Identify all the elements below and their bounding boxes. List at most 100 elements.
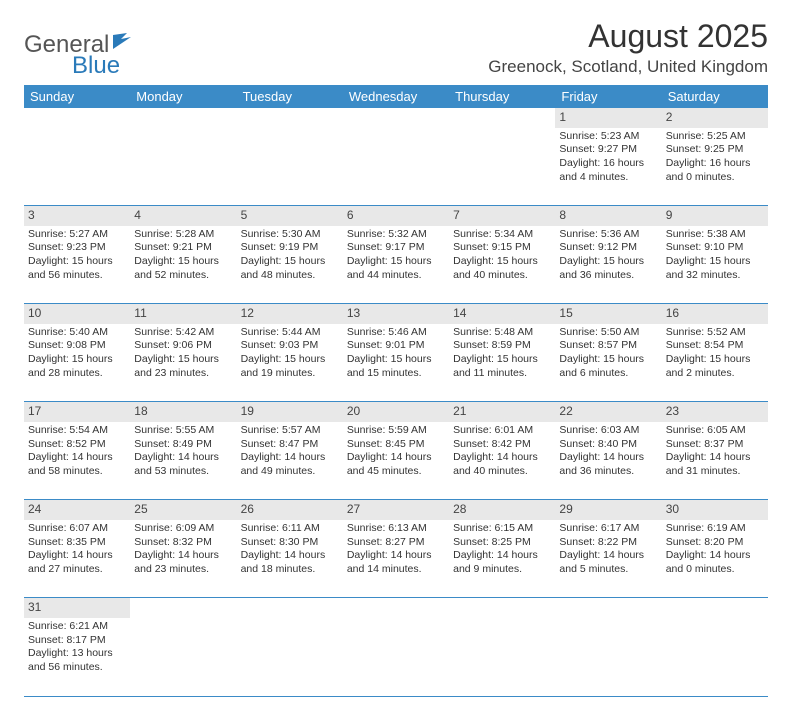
day-sunrise: Sunrise: 6:07 AM — [28, 522, 126, 536]
day-number: 8 — [555, 206, 661, 226]
day-sunset: Sunset: 9:10 PM — [666, 241, 764, 255]
day-cell: Sunrise: 5:46 AMSunset: 9:01 PMDaylight:… — [343, 324, 449, 402]
day-sunset: Sunset: 8:37 PM — [666, 438, 764, 452]
day-day2: and 44 minutes. — [347, 269, 445, 283]
day-day1: Daylight: 15 hours — [241, 255, 339, 269]
day-sunset: Sunset: 9:25 PM — [666, 143, 764, 157]
day-sunset: Sunset: 8:20 PM — [666, 536, 764, 550]
week-row: Sunrise: 5:54 AMSunset: 8:52 PMDaylight:… — [24, 422, 768, 500]
day-cell: Sunrise: 5:59 AMSunset: 8:45 PMDaylight:… — [343, 422, 449, 500]
day-day1: Daylight: 14 hours — [453, 451, 551, 465]
day-cell: Sunrise: 5:42 AMSunset: 9:06 PMDaylight:… — [130, 324, 236, 402]
day-sunset: Sunset: 9:19 PM — [241, 241, 339, 255]
weekday-header: Friday — [555, 85, 661, 108]
day-sunrise: Sunrise: 6:05 AM — [666, 424, 764, 438]
week-row: Sunrise: 5:40 AMSunset: 9:08 PM Daylight:… — [24, 324, 768, 402]
day-number: 13 — [343, 304, 449, 324]
day-number: 11 — [130, 304, 236, 324]
day-sunrise: Sunrise: 5:27 AM — [28, 228, 126, 242]
weekday-header: Monday — [130, 85, 236, 108]
day-day2: and 36 minutes. — [559, 269, 657, 283]
day-number — [24, 108, 130, 128]
day-cell — [343, 128, 449, 206]
day-cell: Sunrise: 6:01 AMSunset: 8:42 PMDaylight:… — [449, 422, 555, 500]
day-day2: and 15 minutes. — [347, 367, 445, 381]
day-number: 2 — [662, 108, 768, 128]
day-sunrise: Sunrise: 5:25 AM — [666, 130, 764, 144]
day-sunrise: Sunrise: 6:19 AM — [666, 522, 764, 536]
day-cell: Sunrise: 5:34 AMSunset: 9:15 PMDaylight:… — [449, 226, 555, 304]
weekday-header: Saturday — [662, 85, 768, 108]
day-cell: Sunrise: 5:36 AMSunset: 9:12 PMDaylight:… — [555, 226, 661, 304]
day-day1: Daylight: 15 hours — [666, 353, 764, 367]
day-number — [130, 108, 236, 128]
day-sunset: Sunset: 9:08 PM — [28, 339, 126, 353]
daynum-row: 10111213141516 — [24, 304, 768, 324]
daynum-row: 3456789 — [24, 206, 768, 226]
day-cell — [130, 128, 236, 206]
week-row: Sunrise: 5:23 AMSunset: 9:27 PMDaylight:… — [24, 128, 768, 206]
day-number: 4 — [130, 206, 236, 226]
day-cell: Sunrise: 6:19 AMSunset: 8:20 PMDaylight:… — [662, 520, 768, 598]
day-number — [343, 598, 449, 618]
day-number: 15 — [555, 304, 661, 324]
day-day1: Daylight: 16 hours — [666, 157, 764, 171]
day-day1: Daylight: 14 hours — [347, 549, 445, 563]
day-day1: Daylight: 14 hours — [241, 451, 339, 465]
day-number: 29 — [555, 500, 661, 520]
day-sunrise: Sunrise: 5:40 AM — [28, 326, 126, 340]
day-cell — [343, 618, 449, 696]
day-day2: and 52 minutes. — [134, 269, 232, 283]
day-sunrise: Sunrise: 5:42 AM — [134, 326, 232, 340]
day-number — [449, 108, 555, 128]
day-sunrise: Sunrise: 5:28 AM — [134, 228, 232, 242]
day-day2: and 9 minutes. — [453, 563, 551, 577]
day-day2: and 31 minutes. — [666, 465, 764, 479]
day-cell — [662, 618, 768, 696]
day-day2: and 53 minutes. — [134, 465, 232, 479]
day-number — [449, 598, 555, 618]
week-row: Sunrise: 6:21 AMSunset: 8:17 PMDaylight:… — [24, 618, 768, 696]
day-day2: and 48 minutes. — [241, 269, 339, 283]
day-day2: and 40 minutes. — [453, 465, 551, 479]
day-day2: and 58 minutes. — [28, 465, 126, 479]
day-day2: and 36 minutes. — [559, 465, 657, 479]
day-sunset: Sunset: 9:21 PM — [134, 241, 232, 255]
day-day1: Daylight: 15 hours — [559, 353, 657, 367]
day-day2: and 19 minutes. — [241, 367, 339, 381]
day-day1: Daylight: 14 hours — [453, 549, 551, 563]
day-number: 24 — [24, 500, 130, 520]
daynum-row: 17181920212223 — [24, 402, 768, 422]
day-number: 31 — [24, 598, 130, 618]
day-day1: Daylight: 15 hours — [134, 255, 232, 269]
day-sunrise: Sunrise: 5:38 AM — [666, 228, 764, 242]
day-day2: and 23 minutes. — [134, 563, 232, 577]
daynum-row: 31 — [24, 598, 768, 618]
day-sunset: Sunset: 8:57 PM — [559, 339, 657, 353]
day-day2: and 40 minutes. — [453, 269, 551, 283]
day-cell — [449, 128, 555, 206]
day-day2: and 56 minutes. — [28, 661, 126, 675]
day-sunset: Sunset: 9:03 PM — [241, 339, 339, 353]
day-day1: Daylight: 14 hours — [241, 549, 339, 563]
day-day1: Daylight: 14 hours — [347, 451, 445, 465]
day-day1: Daylight: 14 hours — [134, 451, 232, 465]
day-sunset: Sunset: 9:17 PM — [347, 241, 445, 255]
day-cell — [130, 618, 236, 696]
weekday-header: Wednesday — [343, 85, 449, 108]
day-sunrise: Sunrise: 5:59 AM — [347, 424, 445, 438]
day-cell — [237, 128, 343, 206]
day-day2: and 49 minutes. — [241, 465, 339, 479]
day-day1: Daylight: 14 hours — [666, 549, 764, 563]
logo-part2: Blue — [72, 52, 120, 80]
day-sunrise: Sunrise: 5:32 AM — [347, 228, 445, 242]
day-number — [237, 108, 343, 128]
week-row: Sunrise: 6:07 AMSunset: 8:35 PMDaylight:… — [24, 520, 768, 598]
day-sunset: Sunset: 8:49 PM — [134, 438, 232, 452]
day-sunset: Sunset: 8:22 PM — [559, 536, 657, 550]
day-number: 28 — [449, 500, 555, 520]
day-day2: and 11 minutes. — [453, 367, 551, 381]
day-number: 25 — [130, 500, 236, 520]
day-sunset: Sunset: 8:30 PM — [241, 536, 339, 550]
day-sunset: Sunset: 9:01 PM — [347, 339, 445, 353]
